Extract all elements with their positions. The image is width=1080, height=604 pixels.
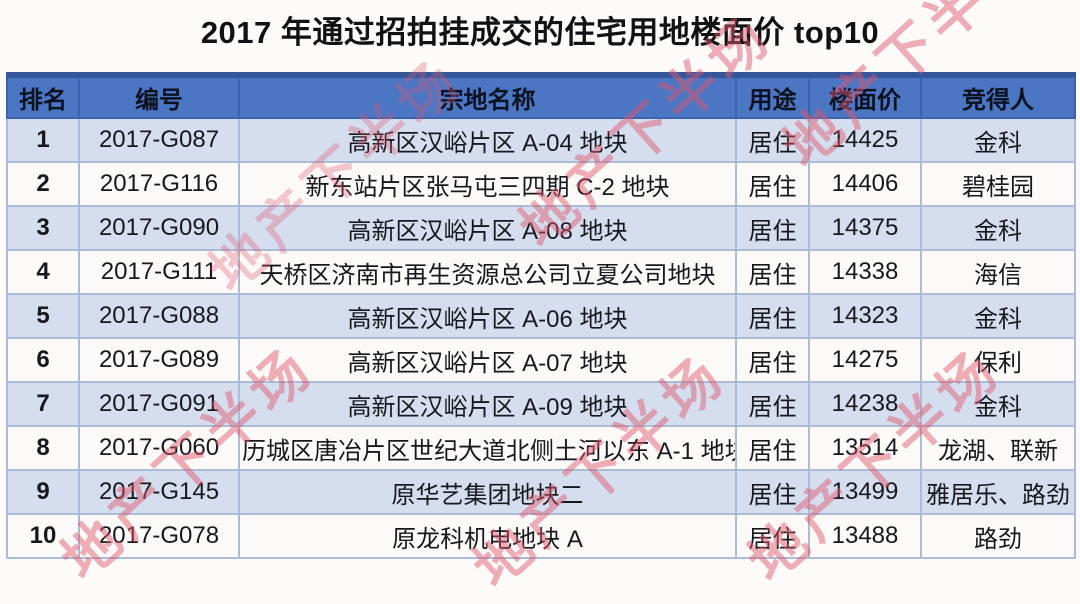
table-row: 1 2017-G087 高新区汉峪片区 A-04 地块 居住 14425 金科 — [6, 117, 1076, 163]
cell-use: 居住 — [735, 249, 810, 295]
col-header-rank: 排名 — [6, 72, 80, 119]
cell-code: 2017-G089 — [78, 337, 240, 383]
cell-parcel-name: 高新区汉峪片区 A-06 地块 — [238, 293, 737, 339]
cell-use: 居住 — [735, 205, 810, 251]
cell-use: 居住 — [735, 337, 810, 383]
cell-code: 2017-G060 — [78, 425, 240, 471]
cell-floor-price: 13499 — [808, 469, 922, 515]
cell-floor-price: 14338 — [808, 249, 922, 295]
table-row: 8 2017-G060 历城区唐冶片区世纪大道北侧土河以东 A-1 地块 居住 … — [6, 425, 1076, 471]
cell-winner: 海信 — [920, 249, 1076, 295]
cell-floor-price: 13514 — [808, 425, 922, 471]
cell-winner: 雅居乐、路劲 — [920, 469, 1076, 515]
cell-floor-price: 14375 — [808, 205, 922, 251]
col-header-use: 用途 — [735, 72, 810, 119]
cell-use: 居住 — [735, 425, 810, 471]
cell-floor-price: 14425 — [808, 117, 922, 163]
cell-code: 2017-G145 — [78, 469, 240, 515]
cell-code: 2017-G116 — [78, 161, 240, 207]
table-row: 10 2017-G078 原龙科机电地块 A 居住 13488 路劲 — [6, 513, 1076, 559]
page-title: 2017 年通过招拍挂成交的住宅用地楼面价 top10 — [200, 15, 880, 50]
cell-rank: 10 — [6, 513, 80, 559]
table-row: 5 2017-G088 高新区汉峪片区 A-06 地块 居住 14323 金科 — [6, 293, 1076, 339]
cell-parcel-name: 高新区汉峪片区 A-07 地块 — [238, 337, 737, 383]
cell-floor-price: 14275 — [808, 337, 922, 383]
cell-winner: 碧桂园 — [920, 161, 1076, 207]
cell-rank: 2 — [6, 161, 80, 207]
cell-code: 2017-G088 — [78, 293, 240, 339]
cell-rank: 5 — [6, 293, 80, 339]
col-header-code: 编号 — [78, 72, 240, 119]
cell-use: 居住 — [735, 513, 810, 559]
cell-winner: 金科 — [920, 381, 1076, 427]
cell-parcel-name: 天桥区济南市再生资源总公司立夏公司地块 — [238, 249, 737, 295]
cell-winner: 金科 — [920, 205, 1076, 251]
cell-rank: 4 — [6, 249, 80, 295]
col-header-floor-price: 楼面价 — [808, 72, 922, 119]
cell-winner: 保利 — [920, 337, 1076, 383]
cell-floor-price: 14406 — [808, 161, 922, 207]
col-header-winner: 竞得人 — [920, 72, 1076, 119]
cell-parcel-name: 高新区汉峪片区 A-08 地块 — [238, 205, 737, 251]
cell-use: 居住 — [735, 161, 810, 207]
cell-code: 2017-G078 — [78, 513, 240, 559]
cell-code: 2017-G087 — [78, 117, 240, 163]
col-header-parcel-name: 宗地名称 — [238, 72, 737, 119]
cell-use: 居住 — [735, 381, 810, 427]
land-price-table: 排名 编号 宗地名称 用途 楼面价 竞得人 1 2017-G087 高新区汉峪片… — [6, 72, 1076, 559]
cell-rank: 9 — [6, 469, 80, 515]
table-row: 6 2017-G089 高新区汉峪片区 A-07 地块 居住 14275 保利 — [6, 337, 1076, 383]
cell-rank: 8 — [6, 425, 80, 471]
table-row: 4 2017-G111 天桥区济南市再生资源总公司立夏公司地块 居住 14338… — [6, 249, 1076, 295]
cell-rank: 1 — [6, 117, 80, 163]
cell-parcel-name: 新东站片区张马屯三四期 C-2 地块 — [238, 161, 737, 207]
cell-parcel-name: 高新区汉峪片区 A-09 地块 — [238, 381, 737, 427]
table-row: 7 2017-G091 高新区汉峪片区 A-09 地块 居住 14238 金科 — [6, 381, 1076, 427]
cell-floor-price: 14323 — [808, 293, 922, 339]
table-header-row: 排名 编号 宗地名称 用途 楼面价 竞得人 — [6, 72, 1076, 119]
cell-parcel-name: 历城区唐冶片区世纪大道北侧土河以东 A-1 地块 — [238, 425, 737, 471]
cell-parcel-name: 原龙科机电地块 A — [238, 513, 737, 559]
cell-use: 居住 — [735, 469, 810, 515]
cell-parcel-name: 高新区汉峪片区 A-04 地块 — [238, 117, 737, 163]
cell-floor-price: 13488 — [808, 513, 922, 559]
cell-rank: 3 — [6, 205, 80, 251]
table-row: 3 2017-G090 高新区汉峪片区 A-08 地块 居住 14375 金科 — [6, 205, 1076, 251]
cell-parcel-name: 原华艺集团地块二 — [238, 469, 737, 515]
cell-code: 2017-G091 — [78, 381, 240, 427]
cell-winner: 路劲 — [920, 513, 1076, 559]
table-row: 2 2017-G116 新东站片区张马屯三四期 C-2 地块 居住 14406 … — [6, 161, 1076, 207]
cell-winner: 龙湖、联新 — [920, 425, 1076, 471]
table-row: 9 2017-G145 原华艺集团地块二 居住 13499 雅居乐、路劲 — [6, 469, 1076, 515]
cell-rank: 7 — [6, 381, 80, 427]
cell-use: 居住 — [735, 117, 810, 163]
cell-code: 2017-G111 — [78, 249, 240, 295]
cell-floor-price: 14238 — [808, 381, 922, 427]
cell-use: 居住 — [735, 293, 810, 339]
cell-winner: 金科 — [920, 117, 1076, 163]
cell-winner: 金科 — [920, 293, 1076, 339]
cell-rank: 6 — [6, 337, 80, 383]
cell-code: 2017-G090 — [78, 205, 240, 251]
